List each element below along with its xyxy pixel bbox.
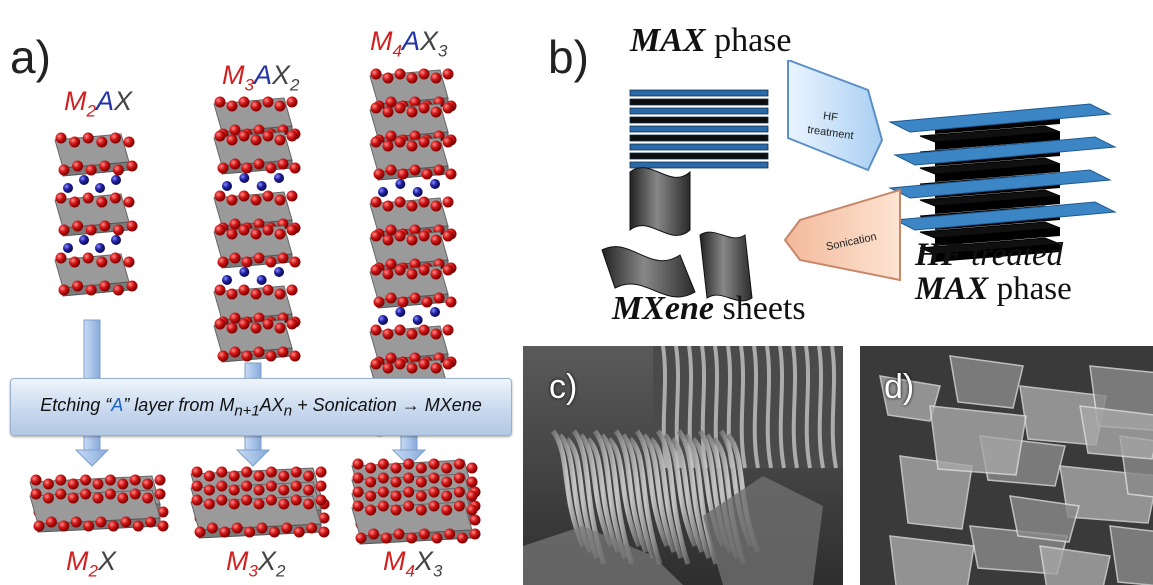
panel-b-label: b)	[548, 31, 589, 83]
max-phase-label: MAX phase	[630, 22, 792, 59]
hf-treated-max-label: HF treated MAX phase	[915, 237, 1072, 307]
panel-d-label: d)	[884, 368, 915, 406]
mxene-sheet-3	[699, 231, 753, 302]
formula-m3x2: M3X2	[226, 546, 286, 581]
max-phase-stack	[629, 89, 769, 169]
sem-image-d: d)	[860, 346, 1153, 585]
panel-a-label: a)	[10, 31, 51, 83]
arrow-column-1-top	[83, 319, 101, 381]
sem-texture-c	[523, 346, 843, 585]
mxene-sheet-1	[629, 167, 691, 236]
etching-banner: Etching “A” layer from Mn+1AXn + Sonicat…	[10, 378, 512, 436]
formula-m2ax: M2AX	[64, 86, 132, 121]
panel-c-label: c)	[549, 368, 578, 406]
arrow-column-3-bottom	[391, 433, 427, 467]
mxene-sheets-label: MXene sheets	[612, 290, 806, 327]
sem-image-c: c)	[523, 346, 843, 585]
formula-m3ax2: M3AX2	[222, 60, 300, 95]
formula-m4x3: M4X3	[383, 546, 443, 581]
process-schematic: HF treatment Sonication	[601, 60, 1117, 302]
mxene-sheet-2	[601, 246, 696, 298]
sonication-arrow: Sonication	[783, 188, 901, 282]
formula-m2x: M2X	[66, 546, 116, 581]
hf-treated-stack	[888, 103, 1117, 262]
crystal-structures	[29, 68, 481, 545]
svg-text:HF: HF	[822, 110, 838, 124]
arrow-column-1-bottom	[74, 433, 110, 467]
hf-treatment-arrow: HF treatment	[787, 60, 884, 172]
arrow-column-2-bottom	[235, 433, 271, 467]
formula-m4ax3: M4AX3	[370, 26, 448, 61]
sem-texture-d	[860, 346, 1153, 585]
